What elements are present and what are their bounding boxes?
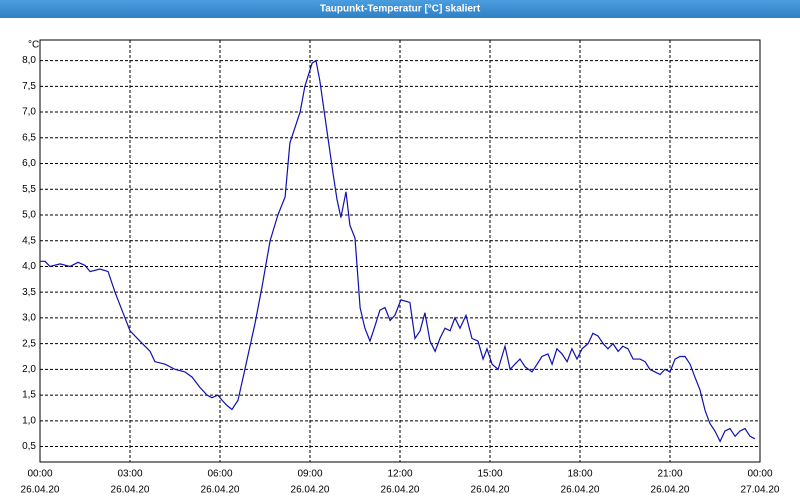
y-tick-label: 0,5 <box>22 441 36 452</box>
y-tick-label: 2,0 <box>22 364 36 375</box>
x-tick-label: 18:00 <box>567 469 592 480</box>
y-tick-label: 4,5 <box>22 235 36 246</box>
x-tick-date: 26.04.20 <box>111 485 150 496</box>
y-tick-label: 1,0 <box>22 415 36 426</box>
y-tick-label: 2,5 <box>22 338 36 349</box>
title-bar <box>0 0 800 18</box>
y-tick-label: 6,0 <box>22 158 36 169</box>
x-tick-date: 26.04.20 <box>291 485 330 496</box>
x-tick-date: 26.04.20 <box>201 485 240 496</box>
x-tick-date: 27.04.20 <box>741 485 780 496</box>
y-tick-label: 3,5 <box>22 287 36 298</box>
x-tick-label: 03:00 <box>117 469 142 480</box>
y-tick-label: 7,0 <box>22 107 36 118</box>
x-tick-date: 26.04.20 <box>381 485 420 496</box>
x-tick-label: 09:00 <box>297 469 322 480</box>
x-tick-date: 26.04.20 <box>651 485 690 496</box>
y-tick-label: 8,0 <box>22 55 36 66</box>
x-tick-label: 12:00 <box>387 469 412 480</box>
y-tick-label: 4,0 <box>22 261 36 272</box>
y-tick-label: 5,0 <box>22 210 36 221</box>
plot-frame <box>39 39 761 463</box>
data-line <box>40 59 756 443</box>
y-tick-label: 3,0 <box>22 313 36 324</box>
x-tick-label: 00:00 <box>747 469 772 480</box>
x-tick-label: 15:00 <box>477 469 502 480</box>
y-tick-label: 5,5 <box>22 184 36 195</box>
x-tick-date: 26.04.20 <box>561 485 600 496</box>
y-tick-label: 1,5 <box>22 390 36 401</box>
y-tick-label: 7,5 <box>22 81 36 92</box>
y-tick-label: 6,5 <box>22 132 36 143</box>
x-tick-label: 21:00 <box>657 469 682 480</box>
x-tick-date: 26.04.20 <box>21 485 60 496</box>
window-title: Taupunkt-Temperatur [°C] skaliert <box>320 4 481 15</box>
x-tick-label: 06:00 <box>207 469 232 480</box>
y-unit: °C <box>28 40 39 51</box>
x-tick-date: 26.04.20 <box>471 485 510 496</box>
x-tick-label: 00:00 <box>27 469 52 480</box>
